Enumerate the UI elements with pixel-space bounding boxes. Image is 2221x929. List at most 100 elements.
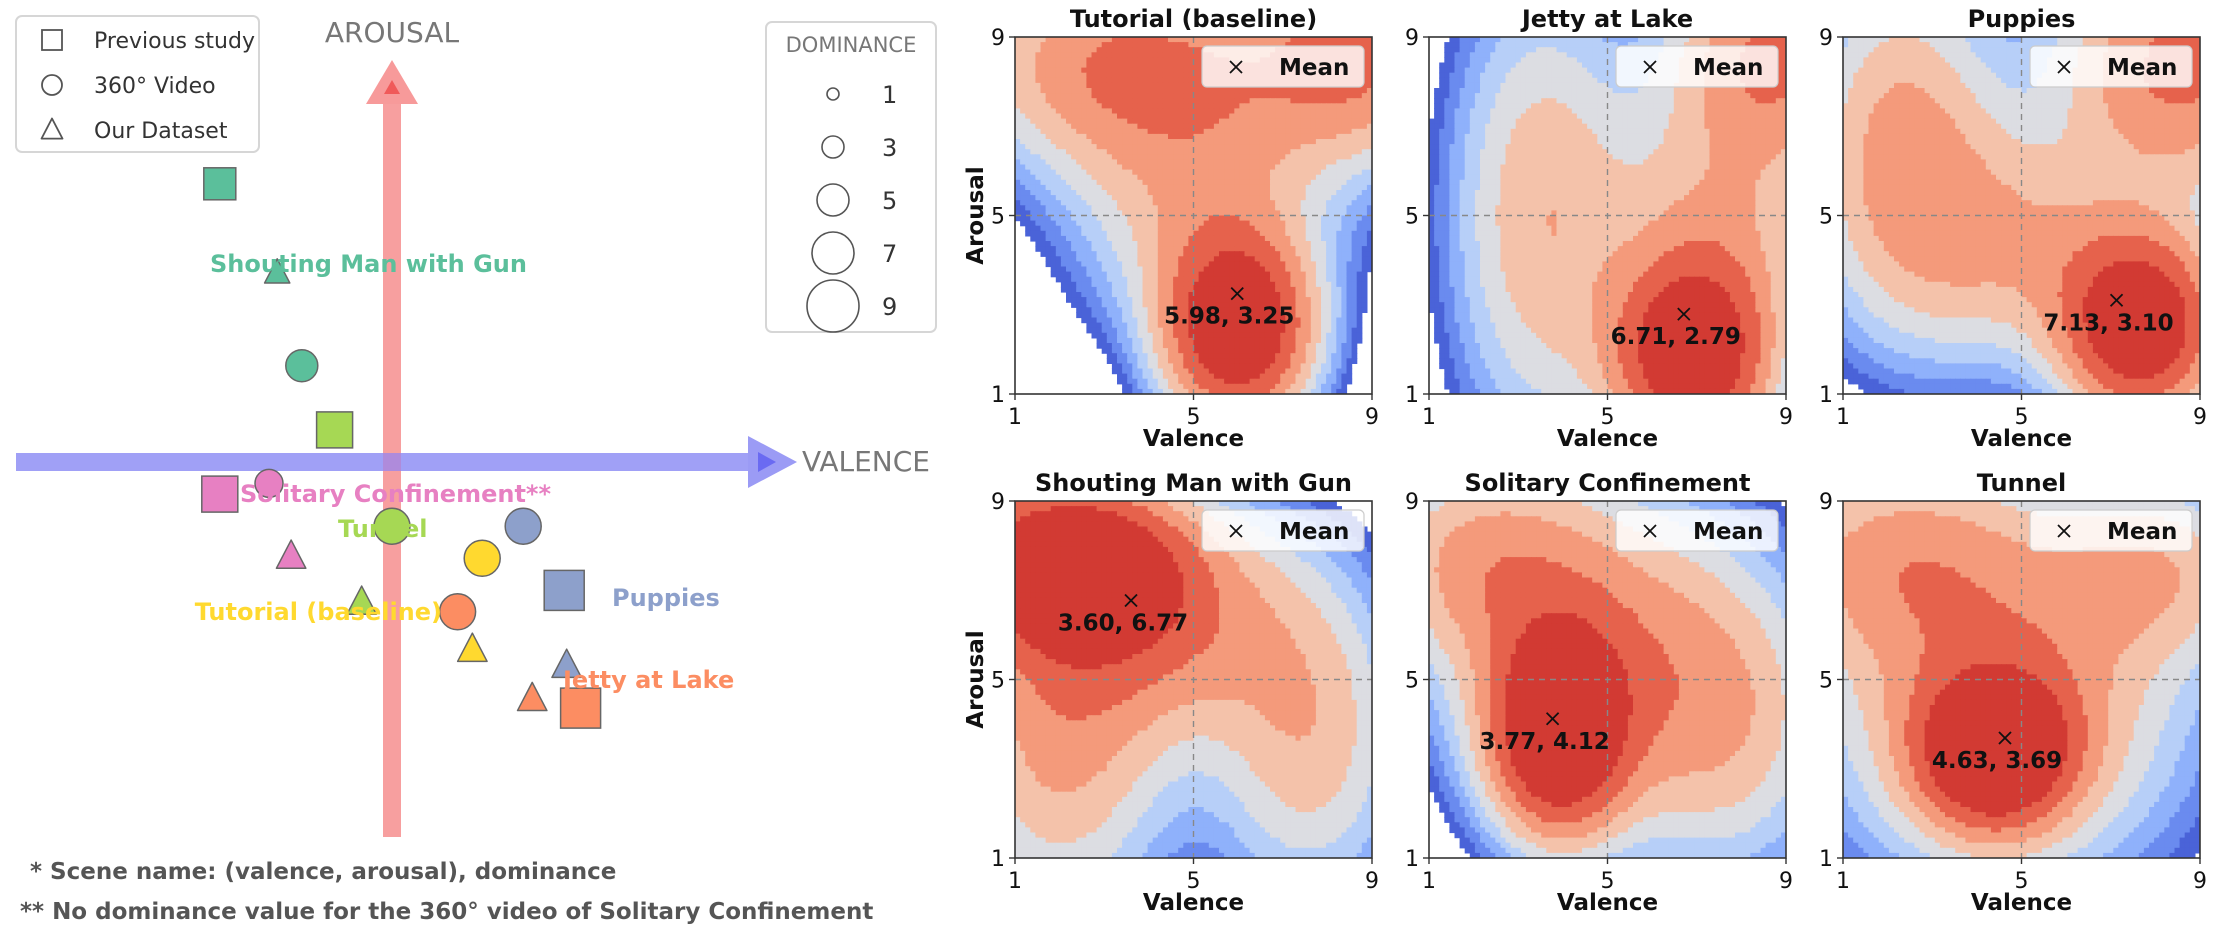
scene-label: Tutorial (baseline) xyxy=(195,598,442,626)
y-tick-label: 1 xyxy=(1819,383,1833,408)
kde-panel-title: Solitary Confinement xyxy=(1465,469,1751,497)
legend-mean-icon xyxy=(1229,524,1243,538)
x-axis-label: Valence xyxy=(1557,890,1658,916)
y-tick-label: 9 xyxy=(1819,26,1833,51)
dominance-size-7-icon xyxy=(811,231,855,275)
dominance-value-3: 3 xyxy=(882,134,897,162)
y-tick-label: 5 xyxy=(991,669,1005,694)
valence-axis-label: VALENCE xyxy=(802,445,930,478)
legend-mean-icon xyxy=(1229,60,1243,74)
legend-label-triangle: Our Dataset xyxy=(94,119,228,144)
scene-point-square xyxy=(201,475,239,513)
x-tick-label: 9 xyxy=(1365,869,1379,894)
x-tick-label: 5 xyxy=(1187,869,1201,894)
marker-legend-frame xyxy=(15,15,260,153)
mean-legend: Mean xyxy=(1615,45,1779,88)
kde-density-field xyxy=(1429,37,1786,394)
scene-point-square xyxy=(315,411,354,449)
x-tick-label: 5 xyxy=(1601,869,1615,894)
kde-panel-title: Puppies xyxy=(1968,5,2076,33)
legend-mean-label: Mean xyxy=(2107,519,2177,545)
x-tick-label: 9 xyxy=(1779,869,1793,894)
x-tick-label: 1 xyxy=(1422,405,1436,430)
axes-crossing xyxy=(383,453,401,471)
mean-value-label: 4.63, 3.69 xyxy=(1932,748,2062,774)
scene-label: Tunnel xyxy=(338,515,428,543)
y-tick-label: 1 xyxy=(1819,847,1833,872)
kde-panel: Jetty at Lake 11 5 5 9 9 Valence 6.71, 2.79 Mean xyxy=(1405,5,1793,452)
y-tick-label: 9 xyxy=(991,490,1005,515)
mean-legend: Mean xyxy=(1615,509,1779,552)
dominance-value-1: 1 xyxy=(882,81,897,109)
dominance-value-9: 9 xyxy=(882,293,897,321)
x-tick-label: 5 xyxy=(2015,869,2029,894)
scene-point-square xyxy=(543,569,585,612)
arousal-axis-label: AROUSAL xyxy=(325,16,460,49)
scene-point-circle xyxy=(285,348,319,383)
legend-triangle-icon xyxy=(40,117,64,140)
y-tick-label: 5 xyxy=(1405,669,1419,694)
y-axis-label: Arousal xyxy=(963,630,989,728)
y-tick-label: 9 xyxy=(1819,490,1833,515)
kde-panel-title: Shouting Man with Gun xyxy=(1035,469,1352,497)
dominance-legend: DOMINANCE 1 3 5 7 9 xyxy=(765,21,937,333)
kde-panel: Tunnel 11 5 5 9 9 Valence 4.63, 3.69 Mean xyxy=(1819,469,2207,916)
mean-marker-icon xyxy=(1545,712,1560,726)
scene-label: Jetty at Lake xyxy=(561,666,734,694)
y-tick-label: 5 xyxy=(1819,669,1833,694)
y-tick-label: 9 xyxy=(1405,26,1419,51)
scene-point-square xyxy=(203,167,237,201)
x-tick-label: 5 xyxy=(1601,405,1615,430)
y-tick-label: 5 xyxy=(991,205,1005,230)
x-tick-label: 5 xyxy=(2015,405,2029,430)
scene-point-circle xyxy=(254,468,284,499)
dominance-size-1-icon xyxy=(826,87,840,101)
legend-mean-label: Mean xyxy=(1693,519,1763,545)
scatter-panel: AROUSAL VALENCE Previous study 360° Video… xyxy=(15,15,937,925)
legend-circle-icon xyxy=(41,74,63,96)
legend-mean-icon xyxy=(1643,60,1657,74)
kde-density-field xyxy=(1015,501,1372,858)
marker-legend: Previous study 360° Video Our Dataset xyxy=(15,15,260,153)
mean-marker-icon xyxy=(2109,293,2124,307)
y-tick-label: 1 xyxy=(1405,847,1419,872)
mean-value-label: 3.77, 4.12 xyxy=(1479,729,1609,755)
legend-mean-icon xyxy=(2057,524,2071,538)
scene-label: Shouting Man with Gun xyxy=(210,250,527,278)
kde-panel: Puppies 11 5 5 9 9 Valence 7.13, 3.10 Mean xyxy=(1819,5,2207,452)
scene-point-circle xyxy=(438,593,477,631)
mean-value-label: 3.60, 6.77 xyxy=(1058,611,1188,637)
y-tick-label: 1 xyxy=(1405,383,1419,408)
mean-marker-icon xyxy=(1230,286,1244,301)
dominance-size-9-icon xyxy=(806,279,860,333)
legend-square-icon xyxy=(41,29,63,51)
legend-mean-label: Mean xyxy=(1693,55,1763,81)
x-tick-label: 1 xyxy=(1836,869,1850,894)
mean-marker-icon xyxy=(1124,593,1138,608)
y-tick-label: 5 xyxy=(1405,205,1419,230)
x-axis-label: Valence xyxy=(1971,426,2072,452)
legend-label-square: Previous study xyxy=(94,29,255,54)
legend-mean-label: Mean xyxy=(1279,519,1349,545)
mean-legend: Mean xyxy=(1201,509,1365,552)
x-tick-label: 1 xyxy=(1008,869,1022,894)
mean-marker-icon xyxy=(1998,731,2012,745)
x-tick-label: 9 xyxy=(1365,405,1379,430)
scene-label: Puppies xyxy=(612,584,720,612)
x-tick-label: 1 xyxy=(1422,869,1436,894)
mean-value-label: 5.98, 3.25 xyxy=(1164,304,1294,330)
x-tick-label: 9 xyxy=(2193,869,2207,894)
kde-panel-title: Tutorial (baseline) xyxy=(1070,5,1317,33)
mean-value-label: 7.13, 3.10 xyxy=(2043,310,2173,336)
mean-legend: Mean xyxy=(2029,509,2193,552)
x-axis-label: Valence xyxy=(1143,426,1244,452)
y-tick-label: 1 xyxy=(991,847,1005,872)
x-tick-label: 1 xyxy=(1836,405,1850,430)
mean-legend: Mean xyxy=(2029,45,2193,88)
scene-label: Solitary Confinement** xyxy=(240,480,551,508)
dominance-size-5-icon xyxy=(816,183,850,217)
legend-label-circle: 360° Video xyxy=(94,74,216,99)
scene-point-triangle xyxy=(456,632,488,663)
mean-marker-icon xyxy=(1677,307,1691,321)
